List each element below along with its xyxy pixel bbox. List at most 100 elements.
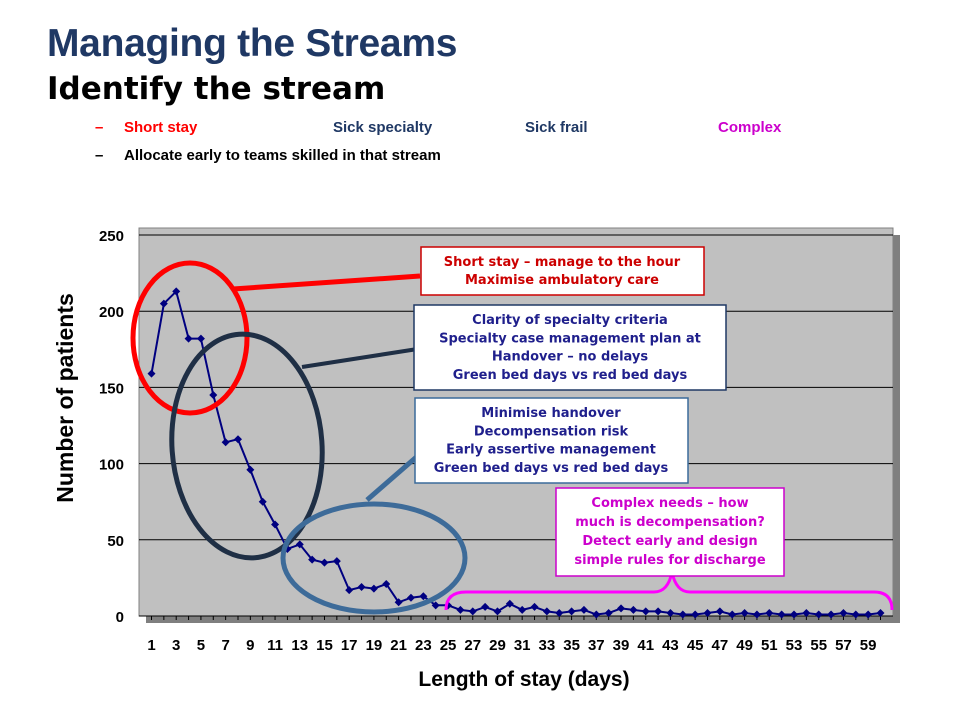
data-point — [419, 592, 428, 601]
data-point — [765, 608, 774, 617]
specialty-box — [413, 304, 727, 391]
short-stay-ellipse — [130, 260, 250, 416]
x-tick-label: 21 — [390, 637, 407, 654]
frail-text-line: Early assertive management — [446, 443, 656, 458]
x-tick-label: 43 — [662, 637, 679, 654]
data-point — [678, 610, 687, 619]
frail-text-line: Minimise handover — [481, 406, 621, 421]
x-tick-label: 35 — [563, 637, 580, 654]
data-point — [481, 602, 490, 611]
data-point — [209, 391, 218, 400]
data-point — [172, 287, 181, 296]
y-tick-label: 250 — [99, 228, 124, 245]
short-stay-text-line: Maximise ambulatory care — [465, 273, 659, 288]
x-tick-label: 49 — [736, 637, 753, 654]
data-point — [320, 558, 329, 567]
x-tick-label: 31 — [514, 637, 531, 654]
x-tick-label: 23 — [415, 637, 432, 654]
x-tick-label: 19 — [366, 637, 383, 654]
data-point — [740, 608, 749, 617]
data-point — [827, 610, 836, 619]
specialty-text-line: Clarity of specialty criteria — [472, 313, 668, 328]
complex-text-line: simple rules for discharge — [574, 553, 766, 568]
data-point — [295, 540, 304, 549]
bullet-streams: – Short stay Sick specialty Sick frail C… — [95, 119, 875, 139]
data-point — [246, 465, 255, 474]
data-point — [629, 605, 638, 614]
specialty-text-line: Handover – no delays — [492, 350, 649, 365]
data-point — [221, 438, 230, 447]
short-stay-connector — [232, 273, 421, 292]
x-tick-label: 41 — [637, 637, 654, 654]
data-point — [271, 520, 280, 529]
y-tick-label: 100 — [99, 457, 124, 474]
data-point — [184, 334, 193, 343]
x-tick-label: 33 — [539, 637, 556, 654]
data-point — [876, 608, 885, 617]
bullet-allocate-text: Allocate early to teams skilled in that … — [124, 147, 441, 164]
frail-text-line: Decompensation risk — [474, 424, 629, 439]
data-point — [233, 435, 242, 444]
specialty-text-line: Green bed days vs red bed days — [453, 368, 688, 383]
x-tick-label: 57 — [835, 637, 852, 654]
x-tick-label: 17 — [341, 637, 358, 654]
specialty-connector — [301, 346, 425, 369]
slide-title: Managing the Streams — [47, 22, 458, 65]
data-point — [839, 608, 848, 617]
frail-ellipse — [280, 501, 468, 615]
bullet-dash: – — [95, 119, 104, 136]
x-tick-label: 13 — [291, 637, 308, 654]
specialty-text-line: Specialty case management plan at — [439, 331, 701, 346]
data-point — [518, 605, 527, 614]
annotation-boxes: Short stay – manage to the hour Maximise … — [413, 246, 785, 577]
data-point — [382, 579, 391, 588]
x-tick-label: 37 — [588, 637, 605, 654]
stream-complex: Complex — [718, 119, 782, 136]
y-axis-title: Number of patients — [52, 293, 78, 503]
y-tick-label: 150 — [99, 380, 124, 397]
data-point — [752, 610, 761, 619]
y-tick-label: 200 — [99, 304, 124, 321]
x-tick-label: 7 — [221, 637, 229, 654]
data-point — [654, 607, 663, 616]
data-point — [530, 602, 539, 611]
x-tick-label: 5 — [197, 637, 205, 654]
data-point — [394, 598, 403, 607]
data-point — [703, 608, 712, 617]
bullet-dash: – — [95, 147, 104, 164]
data-point — [814, 610, 823, 619]
x-tick-label: 1 — [147, 637, 155, 654]
complex-text-line: Detect early and design — [582, 534, 757, 549]
specialty-ellipse — [169, 331, 325, 561]
data-point — [308, 555, 317, 564]
data-point — [431, 601, 440, 610]
data-point — [555, 608, 564, 617]
data-point — [617, 604, 626, 613]
stream-sick-specialty: Sick specialty — [333, 119, 433, 136]
data-point — [567, 607, 576, 616]
bullet-allocate: – Allocate early to teams skilled in tha… — [95, 147, 595, 167]
data-point — [505, 599, 514, 608]
data-point — [542, 607, 551, 616]
data-point — [691, 610, 700, 619]
x-tick-label: 51 — [761, 637, 778, 654]
data-point — [159, 299, 168, 308]
x-tick-label: 39 — [613, 637, 630, 654]
stream-sick-frail: Sick frail — [525, 119, 588, 136]
y-tick-label: 0 — [116, 609, 124, 626]
data-point — [715, 607, 724, 616]
x-tick-label: 55 — [810, 637, 827, 654]
data-point — [468, 607, 477, 616]
data-point — [790, 610, 799, 619]
x-tick-label: 11 — [267, 637, 283, 654]
data-point — [406, 593, 415, 602]
data-point — [196, 334, 205, 343]
data-point — [864, 610, 873, 619]
frail-box — [414, 397, 689, 484]
x-tick-label: 59 — [860, 637, 877, 654]
data-point — [147, 369, 156, 378]
data-point — [258, 497, 267, 506]
data-point — [802, 608, 811, 617]
y-tick-label: 50 — [107, 533, 124, 550]
stream-highlights — [130, 260, 894, 615]
